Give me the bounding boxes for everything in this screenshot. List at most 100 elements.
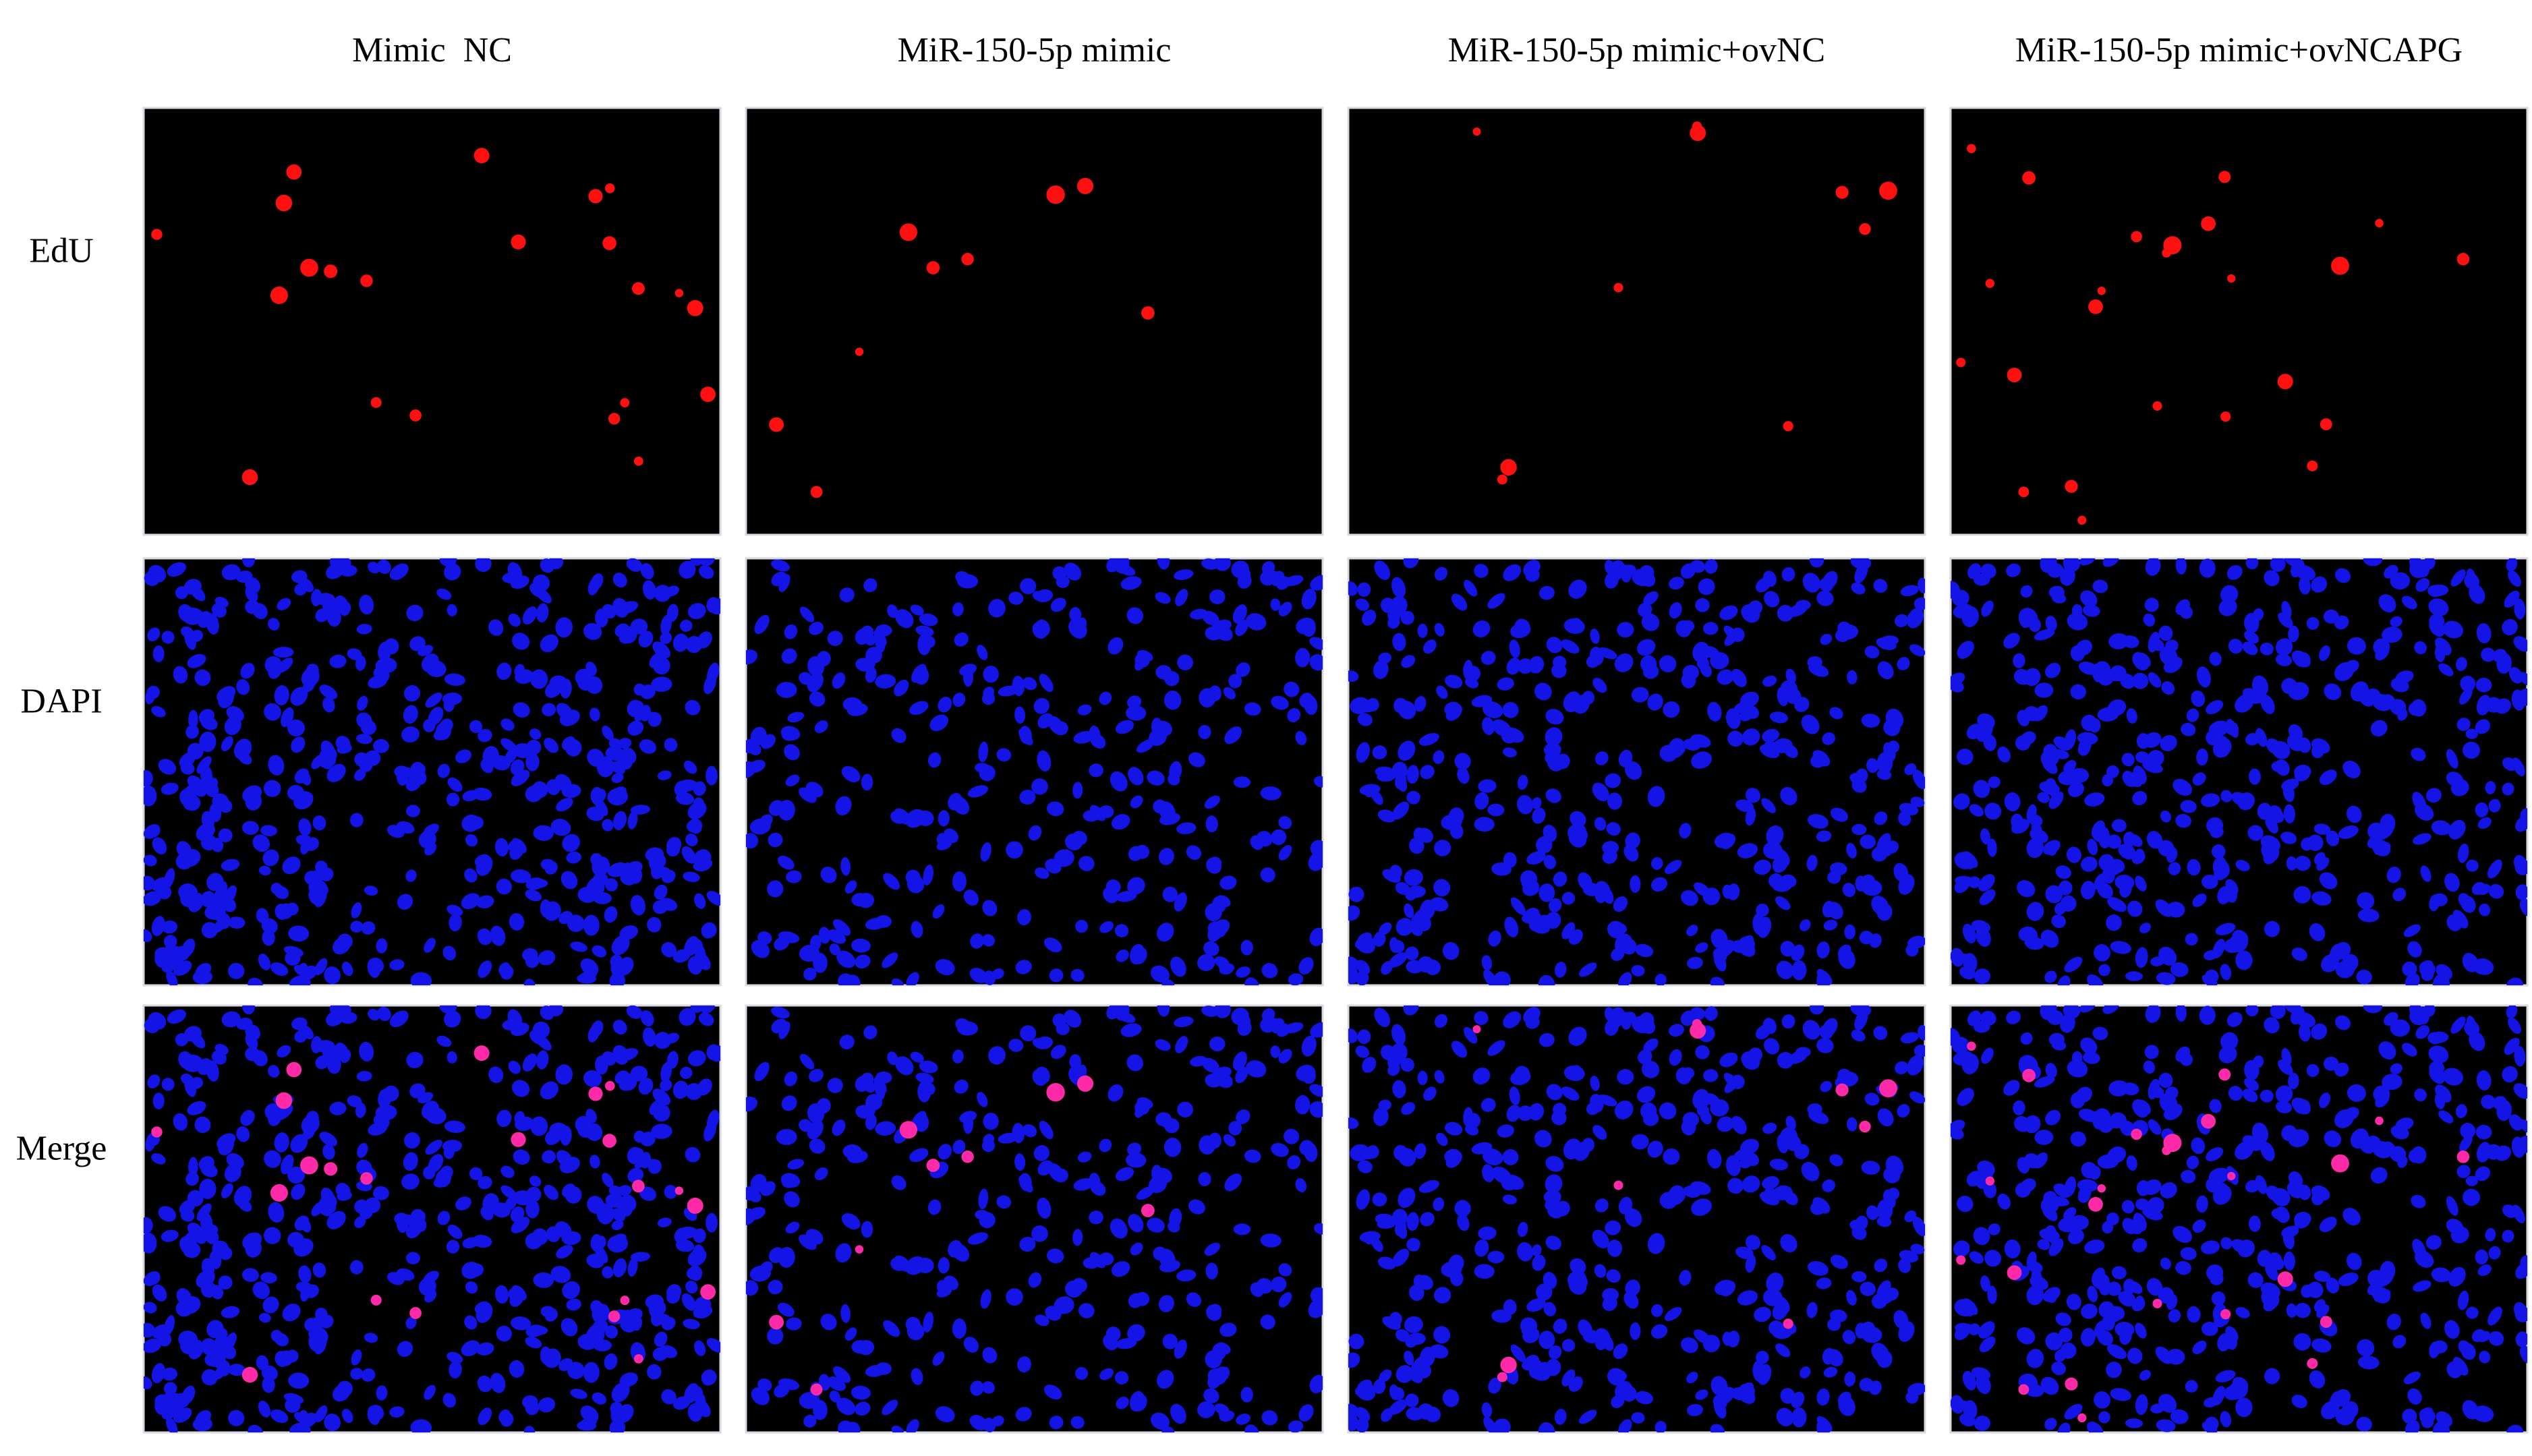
dapi-nucleus (1623, 1291, 1639, 1309)
dapi-nucleus (2338, 825, 2359, 839)
edu-nucleus (632, 282, 645, 295)
dapi-nucleus (1035, 1036, 1054, 1049)
dapi-nucleus (1202, 1057, 1219, 1073)
dapi-nucleus (1111, 1261, 1130, 1277)
dapi-nucleus (437, 763, 451, 778)
dapi-nucleus (693, 797, 705, 813)
dapi-nucleus (1955, 1322, 1974, 1334)
dapi-nucleus (2502, 618, 2518, 636)
dapi-nucleus (1579, 962, 1597, 977)
dapi-nucleus (701, 1370, 714, 1386)
dapi-nucleus (807, 672, 824, 693)
dapi-nucleus (1008, 1039, 1024, 1052)
dapi-nucleus (2502, 757, 2517, 771)
dapi-nucleus (1019, 1236, 1036, 1252)
dapi-nucleus (1981, 600, 1994, 617)
dapi-nucleus (2186, 1155, 2199, 1169)
dapi-nucleus (508, 613, 521, 627)
dapi-nucleus (510, 1316, 531, 1331)
dapi-nucleus (1356, 1189, 1371, 1210)
dapi-nucleus (2260, 1089, 2274, 1103)
dapi-nucleus (1962, 923, 1976, 943)
dapi-nucleus (1209, 589, 1226, 604)
dapi-nucleus (2435, 637, 2452, 656)
dapi-nucleus (1675, 1067, 1692, 1084)
dapi-nucleus (368, 1122, 388, 1136)
dapi-nucleus (838, 973, 855, 985)
dapi-nucleus (590, 852, 603, 867)
dapi-nucleus (1595, 881, 1611, 898)
dapi-nucleus (1406, 765, 1419, 784)
dapi-nucleus (512, 1285, 527, 1301)
dapi-nucleus (523, 979, 536, 985)
dapi-nucleus (1822, 732, 1835, 745)
dapi-nucleus (166, 970, 178, 985)
dapi-nucleus (180, 1295, 201, 1314)
dapi-nucleus (1855, 1215, 1868, 1231)
dapi-nucleus (1023, 676, 1037, 691)
dapi-nucleus (262, 929, 275, 946)
dapi-nucleus (1897, 1104, 1910, 1118)
dapi-nucleus (1837, 944, 1851, 959)
dapi-nucleus (2087, 974, 2104, 985)
dapi-nucleus (698, 565, 714, 579)
dapi-nucleus (478, 960, 492, 979)
dapi-nucleus (1155, 592, 1171, 604)
dapi-nucleus (1745, 1254, 1756, 1273)
dapi-nucleus (746, 833, 759, 849)
dapi-nucleus (2066, 1293, 2081, 1310)
dapi-nucleus (2334, 1109, 2355, 1128)
dapi-nucleus (1914, 597, 1925, 610)
dapi-nucleus (2047, 562, 2064, 578)
dapi-nucleus (1062, 849, 1074, 864)
dapi-nucleus (657, 1217, 672, 1227)
dapi-nucleus (425, 1139, 442, 1155)
dapi-nucleus (1613, 896, 1628, 912)
dapi-nucleus (544, 737, 559, 753)
dapi-nucleus (496, 662, 512, 680)
dapi-nucleus (679, 1008, 696, 1026)
dapi-nucleus (1039, 1121, 1054, 1140)
dapi-nucleus (895, 1056, 914, 1076)
dapi-nucleus (1777, 1051, 1794, 1069)
dapi-nucleus (630, 1252, 650, 1262)
dapi-nucleus (1175, 589, 1188, 606)
dapi-nucleus (1423, 1086, 1437, 1101)
dapi-nucleus (1651, 1304, 1663, 1317)
dapi-nucleus (1608, 560, 1625, 581)
dapi-nucleus (2020, 1032, 2033, 1045)
dapi-nucleus (258, 1312, 271, 1323)
dapi-nucleus (508, 1060, 521, 1074)
dapi-nucleus (887, 604, 898, 618)
dapi-nucleus (2135, 751, 2150, 763)
dapi-nucleus (403, 705, 418, 724)
dapi-nucleus (1862, 1327, 1882, 1343)
dapi-nucleus (2123, 832, 2136, 848)
dapi-nucleus (2196, 666, 2211, 688)
dapi-nucleus (187, 1101, 206, 1115)
micrograph (1949, 1004, 2529, 1434)
dapi-nucleus (1877, 661, 1894, 680)
edu-nucleus (275, 1092, 293, 1109)
dapi-nucleus (2260, 642, 2274, 656)
dapi-nucleus (218, 1275, 233, 1290)
dapi-nucleus (1201, 558, 1219, 570)
dapi-nucleus (1592, 782, 1609, 802)
dapi-nucleus (1356, 1379, 1373, 1394)
edu-nucleus (961, 1151, 974, 1163)
dapi-nucleus (2283, 1251, 2295, 1271)
dapi-nucleus (2248, 1215, 2261, 1232)
dapi-nucleus (2275, 1085, 2293, 1103)
edu-nucleus (286, 164, 302, 180)
dapi-nucleus (687, 1050, 706, 1067)
dapi-nucleus (1006, 1288, 1023, 1306)
dapi-nucleus (1618, 749, 1633, 767)
dapi-nucleus (151, 706, 166, 718)
dapi-nucleus (2050, 1196, 2069, 1206)
dapi-nucleus (1837, 1071, 1859, 1087)
dapi-nucleus (1284, 1022, 1304, 1034)
dapi-nucleus (1532, 807, 1546, 824)
dapi-nucleus (1073, 1177, 1095, 1191)
dapi-nucleus (1487, 803, 1505, 817)
dapi-nucleus (664, 738, 678, 752)
